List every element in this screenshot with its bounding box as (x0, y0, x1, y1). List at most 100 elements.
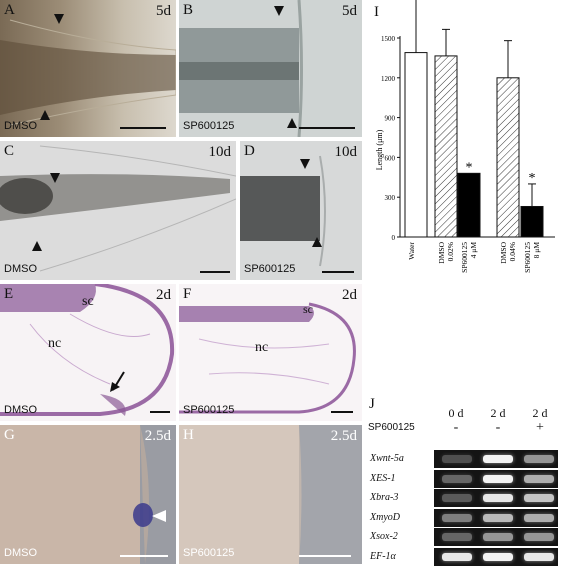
gel-strip (434, 489, 558, 507)
scale-bar (200, 271, 230, 273)
panel-b-image (179, 0, 303, 137)
chart-i: I Length (μm) 0 300 600 900 1200 1500 Water DMS… (370, 0, 561, 290)
panel-g-letter: G (4, 427, 15, 443)
y-tick-label: 0 (392, 234, 396, 242)
panel-g: G 2.5d DMSO (0, 425, 176, 564)
panel-a: A 5d DMSO (0, 0, 176, 137)
gel-band (524, 455, 554, 463)
panel-c-letter: C (4, 143, 15, 159)
panel-f-condition: SP600125 (183, 404, 235, 416)
panel-h-letter: H (183, 427, 194, 443)
gel-band (483, 533, 513, 541)
scale-bar (322, 271, 354, 273)
panel-e: E 2d sc nc DMSO (0, 284, 176, 421)
gel-j-letter: J (369, 396, 375, 412)
x-tick-label: 8 μM (532, 242, 541, 259)
scale-bar (299, 555, 351, 557)
panel-e-letter: E (4, 286, 14, 302)
gene-label: XmyoD (370, 511, 400, 523)
treatment-sign: + (536, 420, 544, 435)
gel-strip (434, 469, 558, 488)
gel-band (483, 494, 513, 502)
scale-bar (120, 127, 166, 129)
chart-i-letter: I (374, 4, 379, 20)
panel-a-condition: DMSO (4, 120, 37, 132)
treatment-label: SP600125 (368, 422, 415, 433)
panel-a-time: 5d (156, 3, 171, 19)
x-tick-label: Water (407, 241, 416, 259)
x-tick-label: DMSO (437, 241, 446, 263)
x-tick-label: 4 μM (469, 242, 478, 259)
x-tick-label: SP600125 (523, 242, 532, 273)
gel-band (483, 455, 513, 463)
gel-band (524, 494, 554, 502)
gel-band (483, 474, 513, 483)
panel-d-letter: D (244, 143, 255, 159)
bar (496, 77, 520, 238)
arrow-icon (110, 371, 125, 392)
panel-c: C 10d DMSO (0, 141, 236, 280)
x-tick-label: 0.04% (508, 242, 517, 261)
panel-a-letter: A (4, 2, 15, 18)
x-tick-label: DMSO (499, 241, 508, 263)
panel-b: B 5d SP600125 (179, 0, 362, 137)
scale-bar (120, 555, 168, 557)
gene-label: Xbra-3 (370, 492, 399, 503)
panel-f-letter: F (183, 286, 192, 302)
arrowhead-icon (312, 237, 322, 247)
panel-d: D 10d SP600125 (240, 141, 362, 280)
gel-band (442, 494, 472, 502)
gel-strip (434, 508, 558, 527)
label-nc: nc (255, 340, 269, 355)
panel-e-image (0, 284, 175, 416)
panel-c-image (0, 145, 236, 272)
gene-label: XES-1 (370, 472, 396, 484)
bar (520, 205, 544, 238)
bar (457, 172, 481, 238)
arrowhead-icon (300, 159, 310, 169)
lane-label: 2 d (532, 406, 548, 420)
significance-mark: * (466, 160, 473, 175)
significance-mark: * (529, 171, 536, 186)
panel-e-time: 2d (156, 287, 171, 303)
panel-f-time: 2d (342, 287, 357, 303)
gel-band (442, 474, 472, 483)
scale-bar (150, 411, 170, 413)
lane-label: 2 d (490, 406, 506, 420)
bar (404, 52, 428, 238)
x-tick-label: 0.02% (446, 242, 455, 261)
arrowhead-icon (274, 6, 284, 16)
label-sc: sc (82, 294, 94, 309)
arrowhead-icon (152, 510, 166, 522)
panel-d-condition: SP600125 (244, 263, 296, 275)
y-tick-label: 1200 (381, 75, 396, 83)
gel-band (524, 533, 554, 541)
y-tick-label: 900 (385, 115, 396, 123)
panel-h-time: 2.5d (330, 428, 357, 444)
y-tick-label: 300 (385, 194, 396, 202)
gel-band (524, 513, 554, 522)
bar (434, 55, 458, 238)
gel-strip (434, 450, 558, 468)
gel-strip (434, 528, 558, 546)
label-sc: sc (303, 302, 313, 316)
gene-label: EF-1α (370, 550, 396, 562)
panel-f-image (179, 302, 356, 414)
gel-j: J 0 d 2 d 2 d SP600125 - - + Xwnt-5a XES-… (364, 396, 561, 566)
gene-label: Xsox-2 (370, 531, 398, 542)
panel-d-time: 10d (334, 144, 358, 160)
gel-strip (434, 547, 558, 566)
gene-label: Xwnt-5a (370, 453, 404, 464)
y-tick-label: 600 (385, 154, 396, 162)
arrowhead-icon (32, 241, 42, 251)
treatment-sign: - (495, 420, 501, 435)
arrowhead-icon (287, 118, 297, 128)
arrowhead-icon (54, 14, 64, 24)
y-tick-label: 1500 (381, 35, 396, 43)
gel-band (442, 552, 472, 561)
panel-b-condition: SP600125 (183, 120, 235, 132)
lane-label: 0 d (448, 406, 464, 420)
chart-i-ylabel: Length (μm) (375, 129, 384, 170)
x-tick-label: SP600125 (460, 242, 469, 273)
